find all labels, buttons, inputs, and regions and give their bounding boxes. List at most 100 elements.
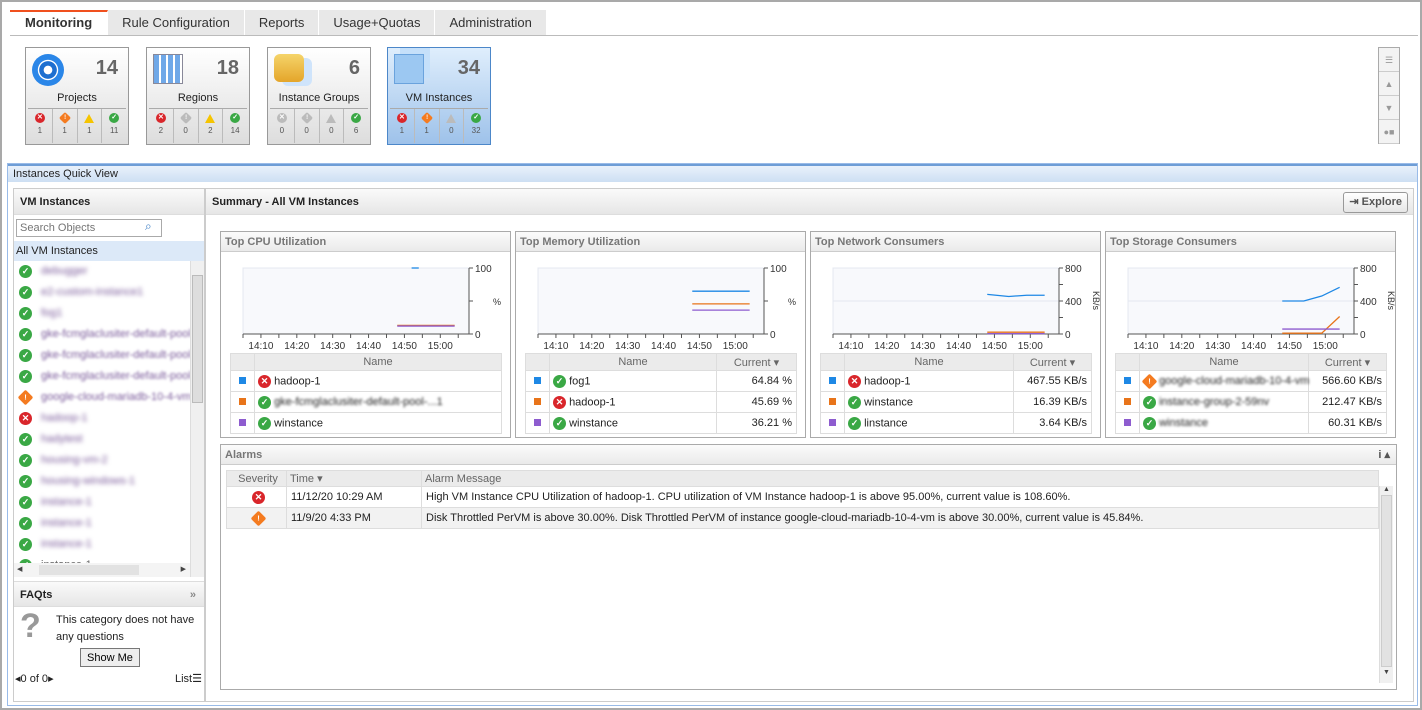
tab-usage-quotas[interactable]: Usage+Quotas — [319, 10, 436, 35]
search-input[interactable] — [16, 219, 162, 237]
tile-status-count[interactable]: 1 — [78, 109, 103, 143]
list-options-icon[interactable]: ☰ — [1379, 48, 1399, 72]
instance-name: housing-windows-1 — [41, 475, 136, 487]
prev-icon[interactable]: ◂ — [15, 673, 21, 685]
tab-rule-configuration[interactable]: Rule Configuration — [108, 10, 245, 35]
tile-status-count[interactable]: ✕ 1 — [28, 109, 53, 143]
normal-check-icon: ✓ — [19, 516, 32, 530]
list-item[interactable]: ✓ housing-vm-2 — [14, 450, 204, 471]
severity-header[interactable]: Severity — [226, 470, 287, 487]
table-row[interactable]: ✓ winstance 36.21 % — [525, 412, 797, 434]
name-header[interactable]: Name — [254, 353, 502, 371]
table-row[interactable]: ! google-cloud-mariadb-10-4-vm 566.60 KB/… — [1115, 370, 1387, 392]
list-item[interactable]: ✓ e2-custom-instance1 — [14, 282, 204, 303]
status-count: 1 — [62, 126, 67, 135]
list-item[interactable]: ! google-cloud-mariadb-10-4-vm — [14, 387, 204, 408]
list-item[interactable]: ✓ instance-1 — [14, 534, 204, 555]
tile-status-count[interactable]: ✕ 2 — [149, 109, 174, 143]
fatal-disabled-icon: ! — [179, 111, 192, 125]
fatal-icon: ! — [58, 111, 71, 125]
list-item[interactable]: ✓ gke-fcmglaclusiter-default-pool- — [14, 324, 204, 345]
list-item[interactable]: ✓ housing-windows-1 — [14, 471, 204, 492]
normal-check-icon: ✓ — [19, 495, 32, 509]
tile-status-count[interactable]: ✓ 6 — [344, 109, 368, 143]
tile-status-count[interactable]: 2 — [199, 109, 224, 143]
y-tick-label: 100 — [475, 264, 492, 275]
page-dots-icon[interactable]: ●■ — [1379, 120, 1399, 144]
table-row[interactable]: ✓ gke-fcmglaclusiter-default-pool-...1 — [230, 391, 502, 413]
table-row[interactable]: ✓ linstance 3.64 KB/s — [820, 412, 1092, 434]
alarm-row[interactable]: ✕ 11/12/20 10:29 AM High VM Instance CPU U… — [226, 486, 1379, 508]
scroll-up-icon[interactable]: ▲ — [1379, 72, 1399, 96]
horizontal-scrollbar[interactable]: ◀ ▶ — [14, 563, 190, 577]
tile-regions[interactable]: 18 Regions ✕ 2! 0 2 ✓ 14 — [146, 47, 250, 145]
next-icon[interactable]: ▸ — [48, 673, 54, 685]
status-count: 1 — [37, 126, 43, 135]
name-header[interactable]: Name — [844, 353, 1014, 371]
tile-status-count[interactable]: ! 0 — [174, 109, 199, 143]
vertical-scrollbar[interactable] — [190, 261, 204, 577]
tile-label: Regions — [177, 92, 219, 104]
time-header[interactable]: Time ▾ — [286, 470, 422, 487]
tile-instance-groups[interactable]: 6 Instance Groups ✕ 0! 0 0 ✓ 6 — [267, 47, 371, 145]
critical-icon: ✕ — [396, 113, 407, 123]
table-row[interactable]: ✕ hadoop-1 45.69 % — [525, 391, 797, 413]
tile-status-count[interactable]: ✕ 0 — [270, 109, 295, 143]
tab-reports[interactable]: Reports — [244, 10, 320, 35]
search-icon[interactable]: ⌕ — [145, 219, 152, 233]
current-header[interactable]: Current ▾ — [1308, 353, 1387, 371]
tile-status-count[interactable]: ! 1 — [415, 109, 440, 143]
tile-status-count[interactable]: ✓ 14 — [223, 109, 247, 143]
table-row[interactable]: ✓ winstance 16.39 KB/s — [820, 391, 1092, 413]
alarms-scrollbar[interactable]: ▲ ▼ — [1379, 486, 1393, 683]
color-header — [525, 353, 550, 371]
series-line — [1282, 286, 1340, 302]
tile-status-count[interactable]: ✓ 32 — [464, 109, 488, 143]
show-me-button[interactable]: Show Me — [80, 648, 140, 667]
info-collapse-icons[interactable]: i ▴ — [1378, 449, 1390, 461]
list-item[interactable]: ✓ instance-1 — [14, 492, 204, 513]
tab-administration[interactable]: Administration — [435, 10, 547, 35]
list-view-button[interactable]: List☰ — [175, 673, 202, 685]
collapse-icon[interactable]: » — [189, 589, 196, 601]
tile-status-count[interactable]: ✓ 11 — [102, 109, 126, 143]
critical-icon: ✕ — [258, 374, 271, 388]
alarm-row[interactable]: ! 11/9/20 4:33 PM Disk Throttled PerVM is … — [226, 507, 1379, 529]
tile-projects[interactable]: 14 Projects ✕ 1! 1 1 ✓ 11 — [25, 47, 129, 145]
table-row[interactable]: ✓ fog1 64.84 % — [525, 370, 797, 392]
current-header[interactable]: Current ▾ — [716, 353, 797, 371]
tile-status-count[interactable]: ✕ 1 — [390, 109, 415, 143]
tile-status-count[interactable]: 0 — [440, 109, 465, 143]
name-header[interactable]: Name — [1139, 353, 1309, 371]
list-item[interactable]: ✓ hadytest — [14, 429, 204, 450]
table-row[interactable]: ✓ winstance — [230, 412, 502, 434]
tile-status-count[interactable]: ! 0 — [295, 109, 320, 143]
vm-instances-icon — [394, 54, 428, 88]
tile-status-count[interactable]: ! 1 — [53, 109, 78, 143]
list-item[interactable]: ✕ hadoop-1 — [14, 408, 204, 429]
table-row[interactable]: ✕ hadoop-1 467.55 KB/s — [820, 370, 1092, 392]
alarm-message-header[interactable]: Alarm Message — [421, 470, 1379, 487]
table-row[interactable]: ✓ winstance 60.31 KB/s — [1115, 412, 1387, 434]
x-tick-label: 14:20 — [1169, 341, 1194, 352]
status-count: 11 — [109, 126, 119, 135]
instance-name: gke-fcmglaclusiter-default-pool- — [41, 370, 195, 382]
tab-monitoring[interactable]: Monitoring — [10, 10, 109, 35]
list-item[interactable]: ✓ debugger — [14, 261, 204, 282]
series-name: gke-fcmglaclusiter-default-pool-...1 — [274, 395, 443, 408]
all-vm-instances-item[interactable]: All VM Instances — [14, 241, 204, 261]
tile-vm-instances[interactable]: 34 VM Instances ✕ 1! 1 0 ✓ 32 — [387, 47, 491, 145]
table-row[interactable]: ✕ hadoop-1 — [230, 370, 502, 392]
explore-button[interactable]: ⇥ Explore — [1343, 192, 1408, 213]
normal-check-icon: ✓ — [230, 113, 241, 123]
list-item[interactable]: ✓ fog1 — [14, 303, 204, 324]
table-row[interactable]: ✓ instance-group-2-59nv 212.47 KB/s — [1115, 391, 1387, 413]
current-header[interactable]: Current ▾ — [1013, 353, 1092, 371]
critical-disabled-icon: ✕ — [276, 113, 287, 123]
name-header[interactable]: Name — [549, 353, 717, 371]
list-item[interactable]: ✓ instance-1 — [14, 513, 204, 534]
tile-status-count[interactable]: 0 — [320, 109, 345, 143]
list-item[interactable]: ✓ gke-fcmglaclusiter-default-pool- — [14, 366, 204, 387]
scroll-down-icon[interactable]: ▼ — [1379, 96, 1399, 120]
list-item[interactable]: ✓ gke-fcmglaclusiter-default-pool- — [14, 345, 204, 366]
